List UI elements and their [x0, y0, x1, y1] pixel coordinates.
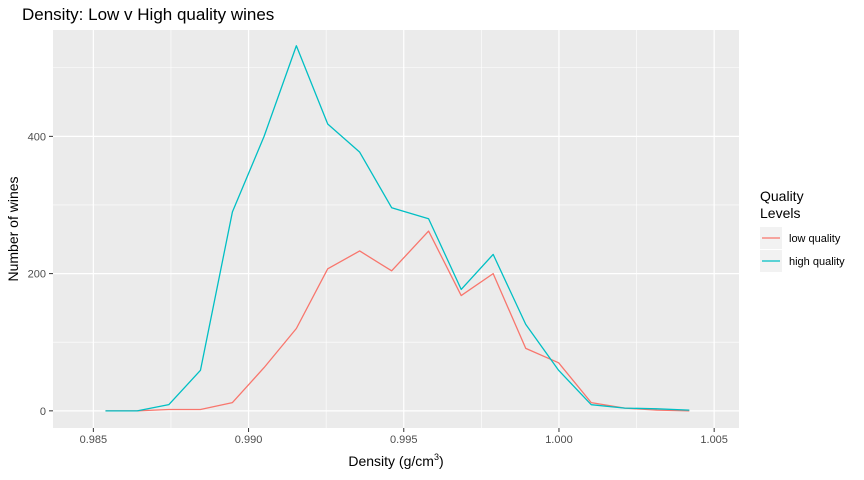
x-tick-label: 1.005 [700, 434, 728, 446]
y-tick-label: 0 [40, 406, 46, 418]
y-axis-ticks: 0 200 400 [28, 131, 53, 418]
x-axis-title-superscript: 3 [434, 452, 439, 462]
low-quality-line [105, 230, 690, 412]
legend-label-high-quality: high quality [789, 256, 845, 268]
x-axis-title-text: Density (g/cm [348, 453, 434, 469]
chart-title: Density: Low v High quality wines [22, 5, 274, 24]
x-tick-label: 0.995 [390, 434, 418, 446]
x-axis-title-suffix: ) [439, 453, 444, 469]
major-grid [53, 30, 739, 428]
legend-title-line1: Quality [760, 188, 804, 204]
minor-grid [53, 30, 739, 428]
x-tick-label: 1.000 [545, 434, 573, 446]
y-axis-title: Number of wines [5, 176, 21, 281]
plot-panel [53, 30, 739, 428]
legend-label-low-quality: low quality [789, 233, 841, 245]
x-tick-label: 0.985 [80, 434, 108, 446]
legend-title-line2: Levels [760, 205, 800, 221]
legend: Quality Levels low quality high quality [760, 188, 845, 272]
legend-items: low quality high quality [760, 227, 845, 272]
y-tick-label: 200 [28, 269, 46, 281]
x-tick-label: 0.990 [235, 434, 263, 446]
y-tick-label: 400 [28, 131, 46, 143]
high-quality-line [105, 45, 690, 412]
series-lines [105, 45, 690, 412]
x-axis-title: Density (g/cm3) [348, 452, 443, 469]
x-axis-ticks: 0.985 0.990 0.995 1.000 1.005 [80, 428, 728, 446]
